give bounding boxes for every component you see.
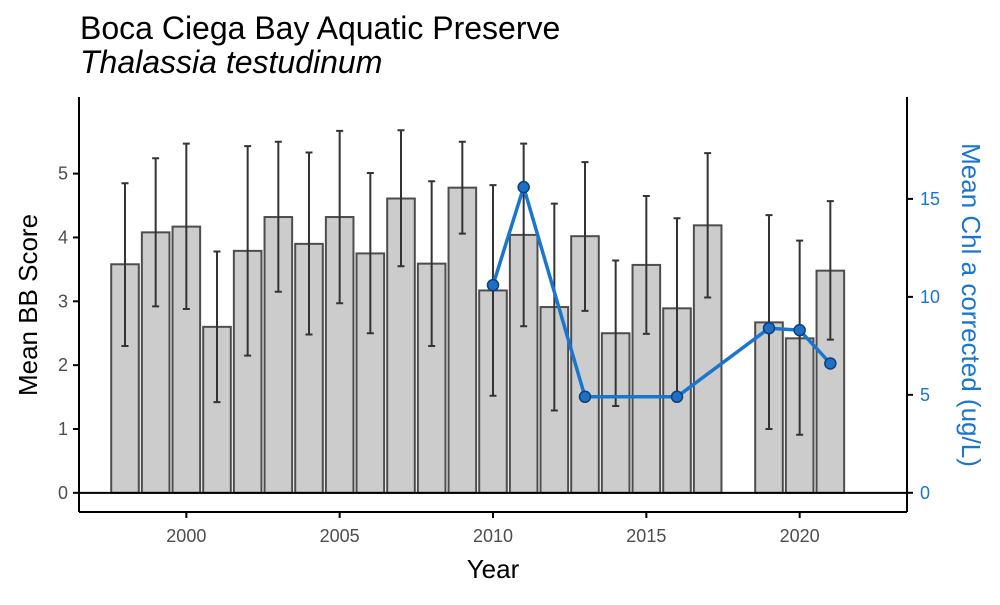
y-axis-title: Mean BB Score bbox=[13, 214, 43, 396]
error-bar-2014 bbox=[612, 259, 620, 408]
x-tick-label-2000: 2000 bbox=[166, 526, 206, 546]
chl-points-layer bbox=[486, 180, 837, 404]
axes-layer: 0 1 2 3 4 5 0 5 10 15 2000 2005 2010 2015 2020 bbox=[58, 97, 940, 546]
y2-axis-title: Mean Chl a corrected (ug/L) bbox=[956, 143, 986, 467]
error-bar-2008 bbox=[428, 180, 436, 347]
x-axis-title: Year bbox=[467, 554, 520, 584]
error-bar-2013 bbox=[581, 161, 589, 312]
error-bar-2011 bbox=[520, 142, 528, 328]
y2-tick-label-5: 5 bbox=[920, 385, 930, 405]
error-bars-layer bbox=[121, 129, 834, 436]
error-bar-1998 bbox=[121, 182, 129, 347]
x-tick-label-2020: 2020 bbox=[780, 526, 820, 546]
chl-point-2011 bbox=[517, 180, 530, 194]
error-bar-2006 bbox=[366, 171, 374, 335]
error-bar-2000 bbox=[182, 142, 190, 310]
y-tick-label-2: 2 bbox=[58, 355, 68, 375]
error-bar-2012 bbox=[550, 202, 558, 412]
x-tick-label-2015: 2015 bbox=[626, 526, 666, 546]
y2-tick-label-10: 10 bbox=[920, 287, 940, 307]
chl-point-2016 bbox=[670, 390, 684, 404]
chl-point-2020 bbox=[793, 323, 806, 337]
chl-point-2021 bbox=[824, 357, 837, 370]
error-bar-2001 bbox=[213, 250, 221, 404]
error-bar-2015 bbox=[642, 194, 650, 335]
y-tick-label-3: 3 bbox=[58, 291, 68, 311]
x-tick-label-2010: 2010 bbox=[473, 526, 513, 546]
y2-tick-label-15: 15 bbox=[920, 189, 940, 209]
y2-tick-label-0: 0 bbox=[920, 483, 930, 503]
error-bar-1999 bbox=[152, 157, 160, 308]
error-bar-2002 bbox=[244, 145, 252, 357]
error-bar-2004 bbox=[305, 151, 313, 336]
bar-2001 bbox=[202, 325, 232, 494]
chl-point-2013 bbox=[578, 390, 592, 404]
chl-point-2010 bbox=[486, 278, 500, 292]
y-tick-label-4: 4 bbox=[58, 227, 68, 247]
bars-layer bbox=[110, 186, 846, 494]
chl-point-2019 bbox=[762, 321, 776, 335]
y-tick-label-0: 0 bbox=[58, 483, 68, 503]
bar-2014 bbox=[600, 332, 631, 494]
x-tick-label-2005: 2005 bbox=[320, 526, 360, 546]
chart-title: Boca Ciega Bay Aquatic Preserve bbox=[80, 10, 560, 46]
y-tick-label-5: 5 bbox=[58, 164, 68, 184]
error-bar-2009 bbox=[458, 140, 466, 235]
y-tick-label-1: 1 bbox=[58, 419, 68, 439]
error-bar-2007 bbox=[397, 129, 405, 268]
error-bar-2017 bbox=[704, 152, 712, 299]
error-bar-2003 bbox=[274, 140, 282, 293]
chart-subtitle: Thalassia testudinum bbox=[80, 44, 382, 80]
bar-2009 bbox=[447, 186, 478, 494]
error-bar-2021 bbox=[826, 200, 834, 341]
error-bar-2005 bbox=[336, 129, 344, 305]
error-bar-2020 bbox=[796, 239, 804, 436]
